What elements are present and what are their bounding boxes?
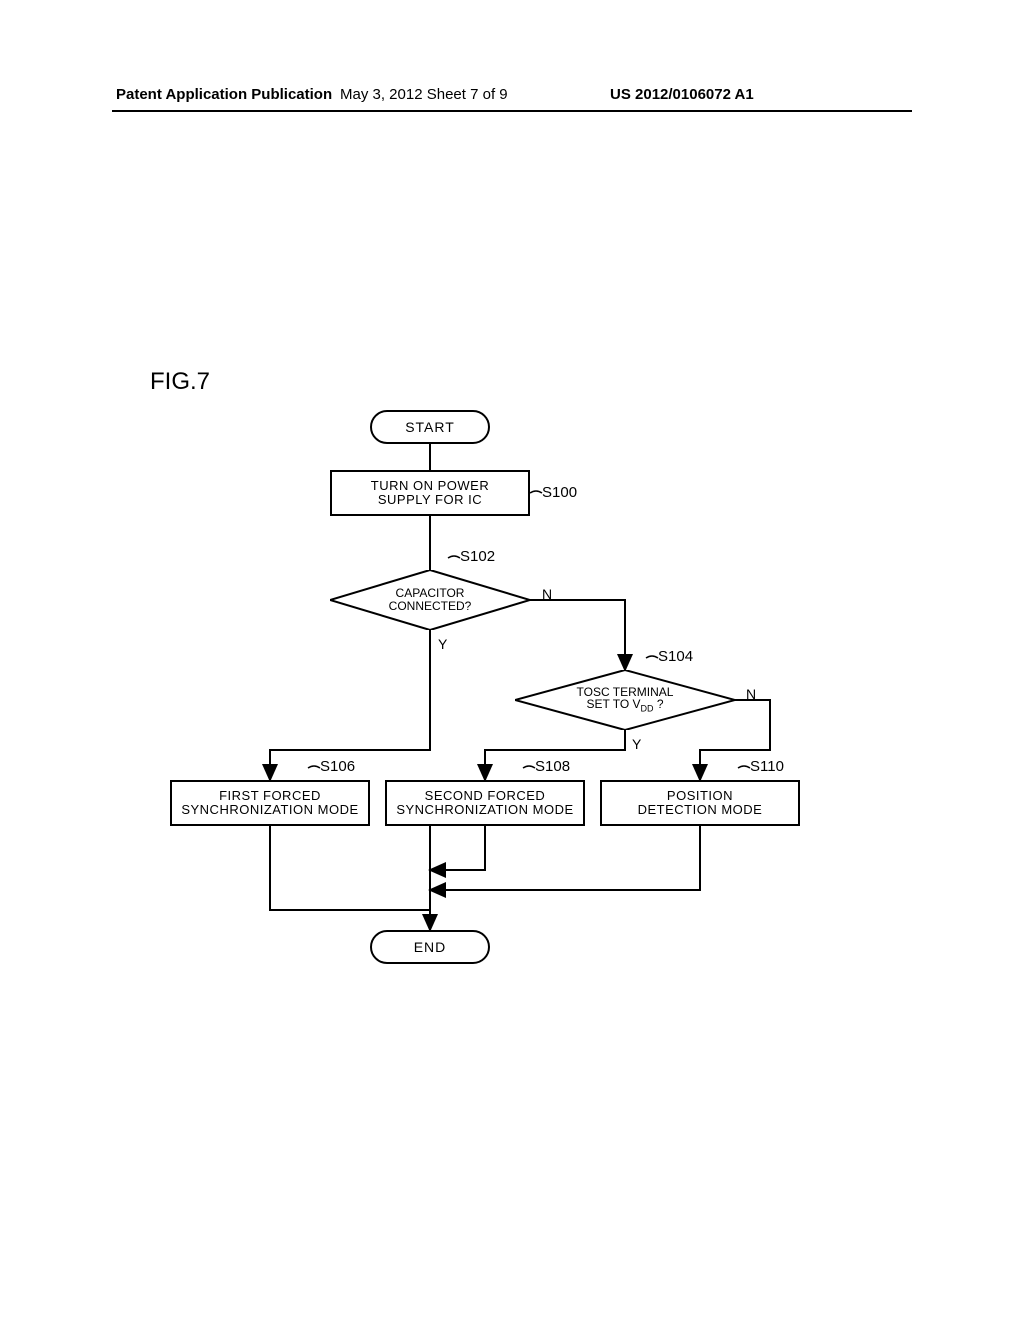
flowchart: START TURN ON POWERSUPPLY FOR IC S100 CA… bbox=[150, 400, 850, 970]
page: Patent Application Publication May 3, 20… bbox=[0, 0, 1024, 1320]
header-left: Patent Application Publication bbox=[116, 86, 332, 103]
yn-s102-y: Y bbox=[438, 636, 447, 652]
header-middle: May 3, 2012 Sheet 7 of 9 bbox=[340, 86, 508, 103]
node-end-label: END bbox=[414, 939, 447, 955]
header-rule bbox=[112, 110, 912, 112]
node-end: END bbox=[370, 930, 490, 964]
figure-label: FIG.7 bbox=[150, 368, 210, 396]
yn-s104-y: Y bbox=[632, 736, 641, 752]
yn-s102-n: N bbox=[542, 586, 552, 602]
tick-s110 bbox=[150, 400, 850, 970]
yn-s104-n: N bbox=[746, 686, 756, 702]
header-right: US 2012/0106072 A1 bbox=[610, 86, 754, 103]
